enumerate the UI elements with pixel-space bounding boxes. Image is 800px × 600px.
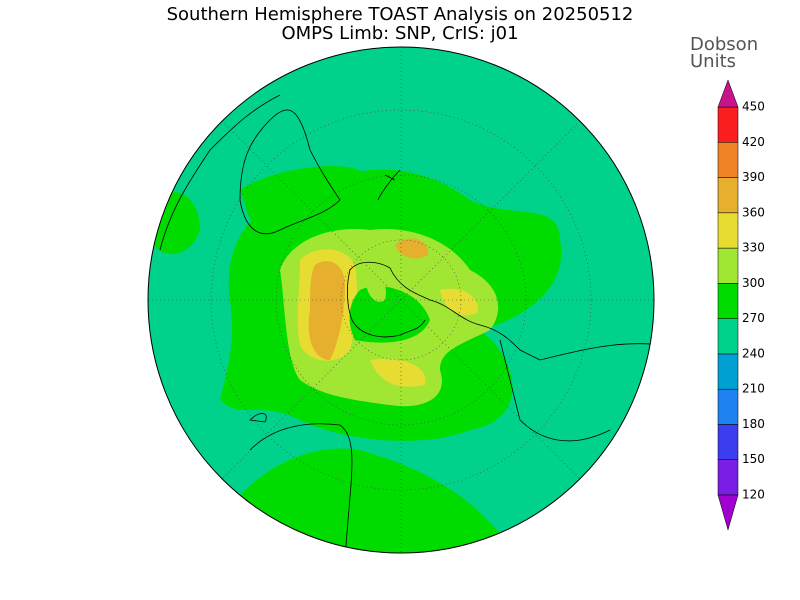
colorbar-band bbox=[717, 318, 739, 355]
colorbar: 120 150 180 210 240 270 300 330 360 390 420 450 bbox=[717, 79, 765, 531]
title: Southern Hemisphere TOAST Analysis on 20… bbox=[167, 4, 634, 25]
colorbar-band bbox=[717, 106, 739, 143]
colorbar-label: 390 bbox=[742, 170, 765, 184]
colorbar-label: 180 bbox=[742, 417, 765, 431]
colorbar-band bbox=[717, 459, 739, 496]
colorbar-label: 360 bbox=[742, 205, 765, 219]
colorbar-band bbox=[717, 247, 739, 284]
colorbar-label: 270 bbox=[742, 311, 765, 325]
subtitle: OMPS Limb: SNP, CrIS: j01 bbox=[281, 23, 518, 44]
colorbar-band bbox=[717, 283, 739, 319]
colorbar-band bbox=[717, 388, 739, 425]
colorbar-over bbox=[717, 79, 739, 108]
colorbar-band bbox=[717, 177, 739, 214]
colorbar-band bbox=[717, 424, 739, 460]
ozone-contour bbox=[308, 261, 345, 360]
coastlines bbox=[159, 94, 654, 553]
colorbar-band bbox=[717, 212, 739, 249]
ozone-contour bbox=[349, 286, 430, 343]
ozone-contour bbox=[370, 358, 426, 387]
colorbar-label: 450 bbox=[742, 100, 765, 114]
colorbar-label: 150 bbox=[742, 452, 765, 466]
colorbar-title: Units bbox=[690, 51, 736, 72]
ozone-contour bbox=[395, 238, 429, 259]
colorbar-band bbox=[717, 142, 739, 178]
colorbar-band bbox=[717, 353, 739, 390]
map bbox=[148, 47, 654, 553]
colorbar-label: 330 bbox=[742, 241, 765, 255]
colorbar-label: 120 bbox=[742, 488, 765, 502]
colorbar-label: 300 bbox=[742, 276, 765, 290]
map-border bbox=[147, 46, 655, 554]
colorbar-title: Dobson bbox=[690, 34, 758, 55]
ozone-contour bbox=[240, 166, 360, 220]
ozone-contour bbox=[365, 276, 386, 302]
colorbar-label: 240 bbox=[742, 346, 765, 360]
colorbar-under bbox=[717, 494, 739, 531]
colorbar-label: 210 bbox=[742, 382, 765, 396]
colorbar-label: 420 bbox=[742, 135, 765, 149]
graticule bbox=[148, 47, 654, 553]
